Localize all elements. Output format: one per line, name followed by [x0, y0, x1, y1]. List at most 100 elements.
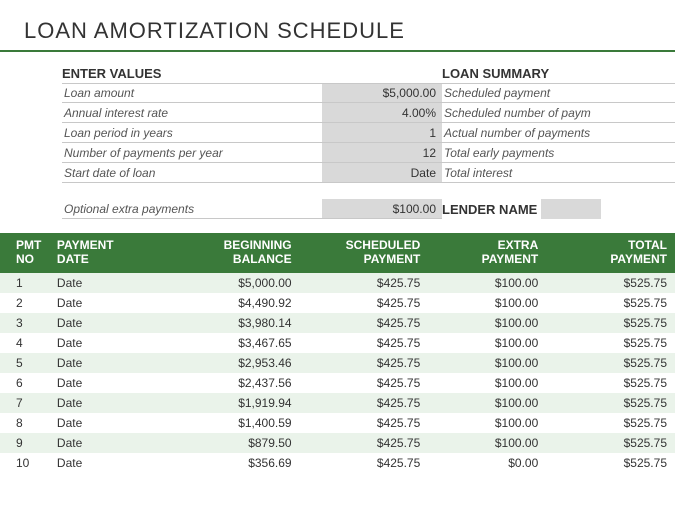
summary-label: Actual number of payments [442, 126, 590, 140]
enter-values-header: ENTER VALUES [62, 66, 442, 81]
cell-pmt_no: 10 [0, 453, 53, 473]
table-row: 3Date$3,980.14$425.75$100.00$525.75 [0, 313, 675, 333]
cell-begin: $2,953.46 [171, 353, 300, 373]
cell-extra: $100.00 [428, 393, 546, 413]
cell-extra: $100.00 [428, 433, 546, 453]
lender-name-value[interactable] [541, 199, 601, 219]
input-value[interactable]: 12 [322, 143, 442, 162]
page-title: LOAN AMORTIZATION SCHEDULE [0, 0, 675, 50]
cell-sched: $425.75 [300, 273, 429, 293]
column-header-sched: SCHEDULEDPAYMENT [300, 233, 429, 273]
lender-name-label: LENDER NAME [442, 202, 537, 217]
cell-date: Date [53, 333, 171, 353]
cell-extra: $100.00 [428, 353, 546, 373]
input-label: Loan period in years [62, 126, 322, 140]
cell-begin: $5,000.00 [171, 273, 300, 293]
table-row: 5Date$2,953.46$425.75$100.00$525.75 [0, 353, 675, 373]
cell-sched: $425.75 [300, 313, 429, 333]
cell-sched: $425.75 [300, 433, 429, 453]
cell-sched: $425.75 [300, 333, 429, 353]
summary-label: Scheduled number of paym [442, 106, 591, 120]
cell-begin: $1,400.59 [171, 413, 300, 433]
cell-extra: $100.00 [428, 333, 546, 353]
cell-begin: $356.69 [171, 453, 300, 473]
cell-date: Date [53, 453, 171, 473]
summary-row: Total early payments [442, 143, 675, 163]
cell-date: Date [53, 433, 171, 453]
cell-total: $525.75 [546, 273, 675, 293]
cell-pmt_no: 9 [0, 433, 53, 453]
input-label: Loan amount [62, 86, 322, 100]
loan-summary-panel: LOAN SUMMARY Scheduled paymentScheduled … [442, 66, 675, 219]
input-value[interactable]: 1 [322, 123, 442, 142]
amortization-table: PMTNOPAYMENTDATEBEGINNINGBALANCESCHEDULE… [0, 233, 675, 473]
input-value[interactable]: Date [322, 163, 442, 182]
summary-label: Total interest [442, 166, 512, 180]
cell-extra: $100.00 [428, 313, 546, 333]
column-header-total: TOTALPAYMENT [546, 233, 675, 273]
input-label: Start date of loan [62, 166, 322, 180]
cell-begin: $3,980.14 [171, 313, 300, 333]
summary-row: Scheduled payment [442, 83, 675, 103]
summary-row: Scheduled number of paym [442, 103, 675, 123]
cell-sched: $425.75 [300, 373, 429, 393]
input-row: Loan period in years1 [62, 123, 442, 143]
input-row: Annual interest rate4.00% [62, 103, 442, 123]
table-row: 9Date$879.50$425.75$100.00$525.75 [0, 433, 675, 453]
cell-pmt_no: 8 [0, 413, 53, 433]
lender-row: LENDER NAME [442, 199, 675, 219]
input-value[interactable]: 4.00% [322, 103, 442, 122]
enter-values-panel: ENTER VALUES Loan amount$5,000.00Annual … [62, 66, 442, 219]
cell-sched: $425.75 [300, 413, 429, 433]
cell-date: Date [53, 373, 171, 393]
column-header-begin: BEGINNINGBALANCE [171, 233, 300, 273]
cell-begin: $4,490.92 [171, 293, 300, 313]
cell-pmt_no: 1 [0, 273, 53, 293]
cell-sched: $425.75 [300, 353, 429, 373]
column-header-pmt_no: PMTNO [0, 233, 53, 273]
input-row: Number of payments per year12 [62, 143, 442, 163]
cell-extra: $100.00 [428, 293, 546, 313]
cell-date: Date [53, 353, 171, 373]
top-panels: ENTER VALUES Loan amount$5,000.00Annual … [0, 66, 675, 219]
table-row: 8Date$1,400.59$425.75$100.00$525.75 [0, 413, 675, 433]
summary-row: Total interest [442, 163, 675, 183]
cell-begin: $1,919.94 [171, 393, 300, 413]
input-row: Loan amount$5,000.00 [62, 83, 442, 103]
cell-date: Date [53, 413, 171, 433]
summary-label: Total early payments [442, 146, 554, 160]
cell-extra: $100.00 [428, 273, 546, 293]
cell-total: $525.75 [546, 373, 675, 393]
cell-pmt_no: 4 [0, 333, 53, 353]
table-row: 1Date$5,000.00$425.75$100.00$525.75 [0, 273, 675, 293]
cell-total: $525.75 [546, 393, 675, 413]
table-row: 6Date$2,437.56$425.75$100.00$525.75 [0, 373, 675, 393]
extra-payments-label: Optional extra payments [62, 202, 322, 216]
title-rule [0, 50, 675, 52]
table-header-row: PMTNOPAYMENTDATEBEGINNINGBALANCESCHEDULE… [0, 233, 675, 273]
cell-pmt_no: 7 [0, 393, 53, 413]
cell-extra: $0.00 [428, 453, 546, 473]
input-value[interactable]: $5,000.00 [322, 84, 442, 102]
extra-payments-row: Optional extra payments $100.00 [62, 199, 442, 219]
cell-pmt_no: 3 [0, 313, 53, 333]
cell-sched: $425.75 [300, 453, 429, 473]
extra-payments-value[interactable]: $100.00 [322, 199, 442, 218]
cell-total: $525.75 [546, 313, 675, 333]
cell-date: Date [53, 293, 171, 313]
cell-pmt_no: 5 [0, 353, 53, 373]
input-label: Annual interest rate [62, 106, 322, 120]
cell-date: Date [53, 393, 171, 413]
cell-sched: $425.75 [300, 293, 429, 313]
cell-pmt_no: 2 [0, 293, 53, 313]
cell-total: $525.75 [546, 293, 675, 313]
cell-total: $525.75 [546, 353, 675, 373]
cell-total: $525.75 [546, 333, 675, 353]
table-row: 4Date$3,467.65$425.75$100.00$525.75 [0, 333, 675, 353]
cell-date: Date [53, 273, 171, 293]
summary-row: Actual number of payments [442, 123, 675, 143]
cell-begin: $879.50 [171, 433, 300, 453]
cell-sched: $425.75 [300, 393, 429, 413]
cell-total: $525.75 [546, 413, 675, 433]
summary-label: Scheduled payment [442, 86, 550, 100]
